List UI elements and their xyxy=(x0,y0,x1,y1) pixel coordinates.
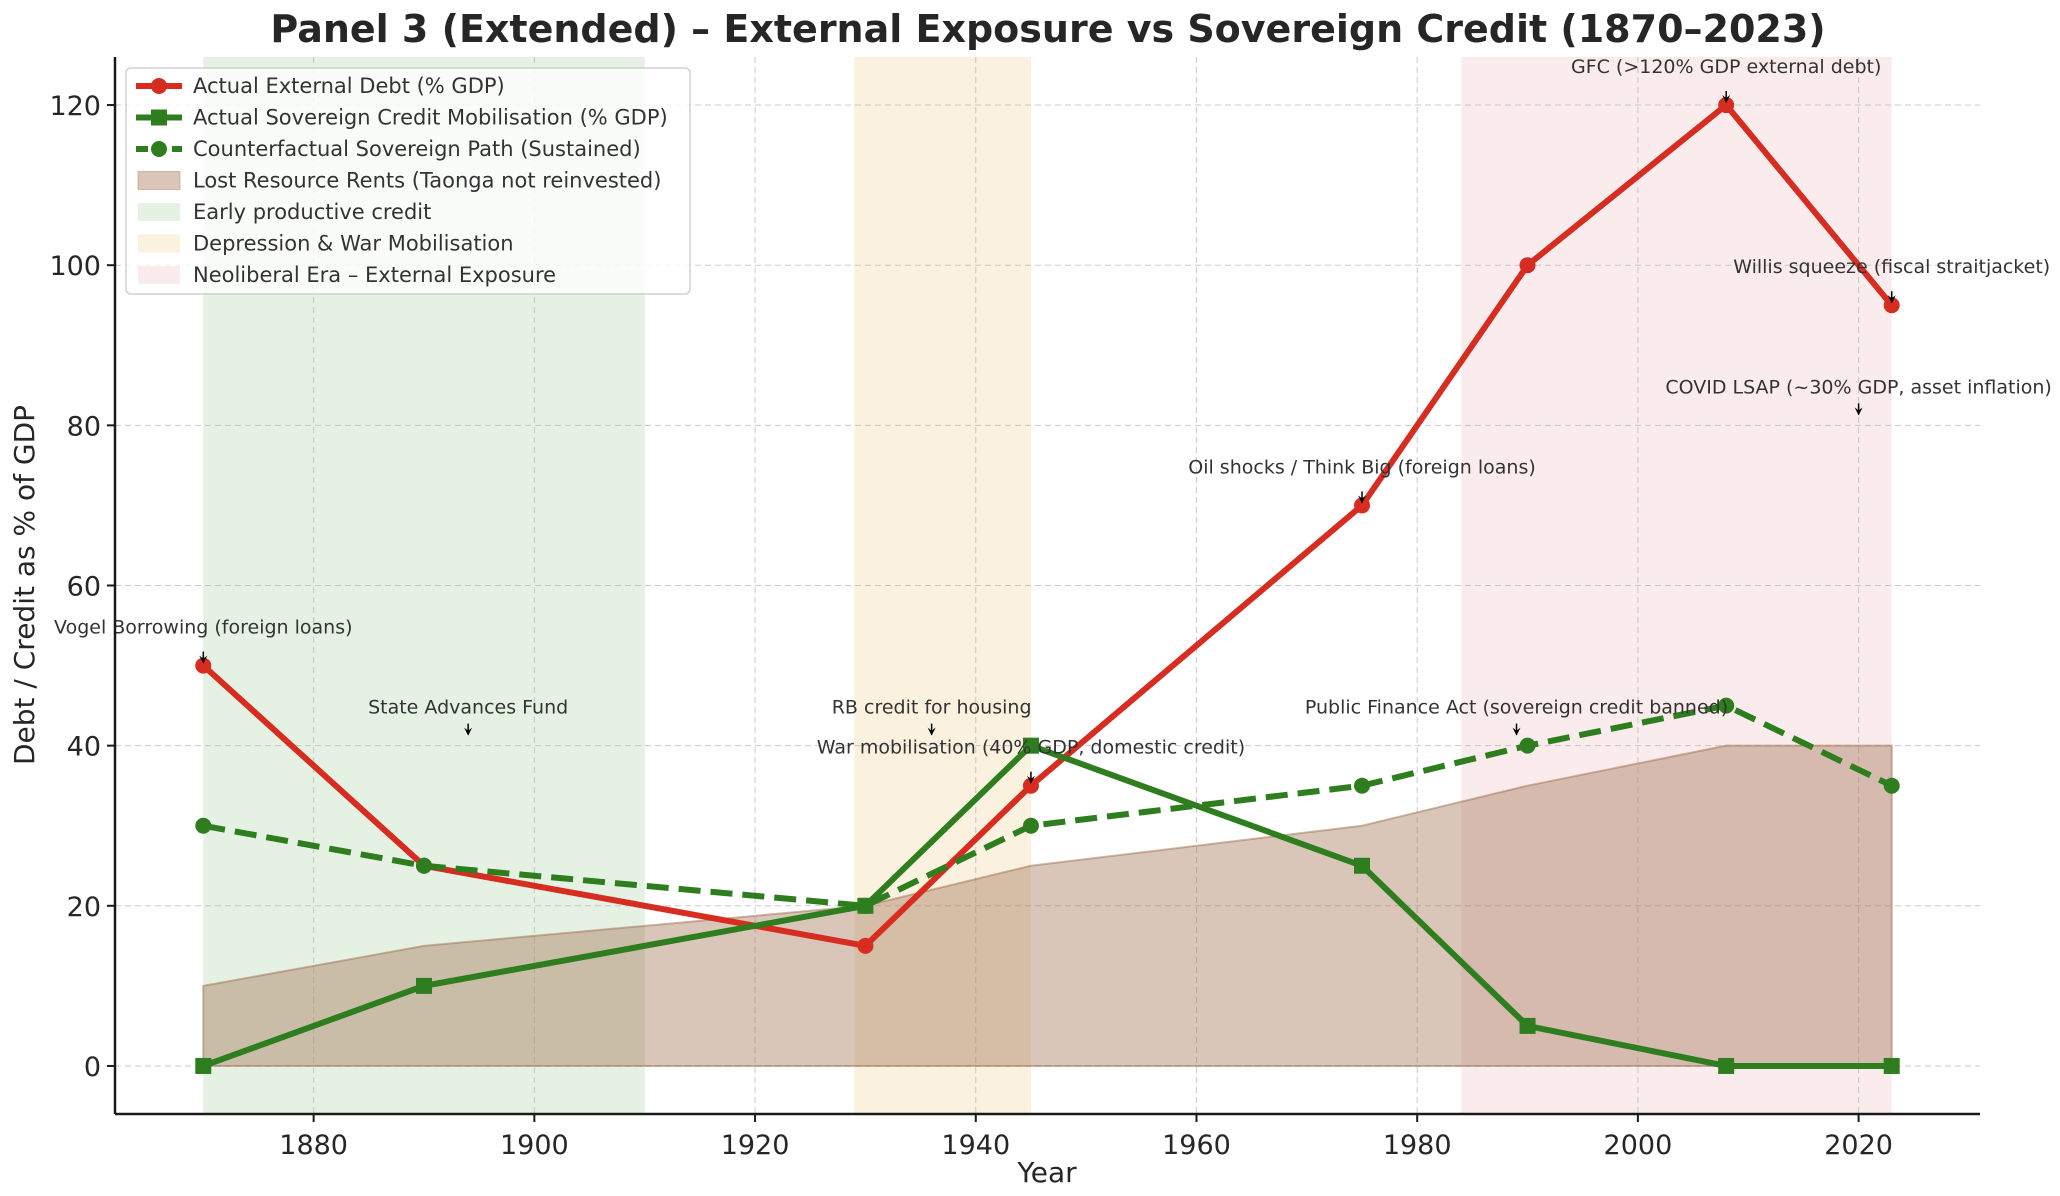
legend-label: Actual Sovereign Credit Mobilisation (% … xyxy=(193,106,668,130)
annotation-arrow-head-icon xyxy=(464,727,473,736)
x-tick-label: 1940 xyxy=(941,1130,1010,1161)
legend-swatch-patch xyxy=(138,234,180,253)
marker-sovereign-credit-1945 xyxy=(1022,737,1039,754)
marker-counterfactual-path-1975 xyxy=(1354,777,1371,794)
marker-external-debt-1990 xyxy=(1519,257,1536,274)
annotation-arrow-head-icon xyxy=(1358,495,1367,504)
y-tick-label: 80 xyxy=(67,411,101,442)
annotation-label: War mobilisation (40% GDP, domestic cred… xyxy=(817,737,1245,759)
line-sovereign-credit xyxy=(202,742,1892,1069)
legend: Actual External Debt (% GDP) Actual Sover… xyxy=(125,67,691,295)
axes xyxy=(107,57,1980,1122)
marker-sovereign-credit-1870 xyxy=(195,1057,212,1074)
marker-sovereign-credit-2008 xyxy=(1718,1057,1735,1074)
grid-lines xyxy=(115,57,1980,1114)
marker-counterfactual-path-1890 xyxy=(415,857,432,874)
x-tick-label: 1980 xyxy=(1383,1130,1452,1161)
marker-counterfactual-path-1870 xyxy=(195,817,212,834)
annotation-label: Public Finance Act (sovereign credit ban… xyxy=(1305,697,1728,719)
annotation-arrow-head-icon xyxy=(1887,295,1896,304)
span-1 xyxy=(854,57,1031,1114)
annotation-label: RB credit for housing xyxy=(832,697,1032,719)
chart-title: Panel 3 (Extended) – External Exposure v… xyxy=(270,7,1825,51)
area-lost-resource-rents xyxy=(202,744,1893,1067)
marker-counterfactual-path-1990 xyxy=(1519,737,1536,754)
annotation-label: State Advances Fund xyxy=(368,697,568,719)
x-tick-label: 1900 xyxy=(500,1130,569,1161)
marker-external-debt-2008 xyxy=(1718,97,1735,114)
legend-swatch-marker xyxy=(151,141,167,157)
y-axis-label: Debt / Credit as % of GDP xyxy=(8,405,41,765)
y-tick-label: 20 xyxy=(67,892,101,923)
x-tick-label: 2020 xyxy=(1824,1130,1893,1161)
marker-counterfactual-path-2023 xyxy=(1883,777,1900,794)
annotation-label: GFC (>120% GDP external debt) xyxy=(1571,56,1881,78)
marker-counterfactual-path-1945 xyxy=(1022,817,1039,834)
legend-swatch-patch xyxy=(138,266,180,284)
annotation-arrow-head-icon xyxy=(927,727,936,736)
marker-sovereign-credit-2023 xyxy=(1883,1057,1900,1074)
marker-counterfactual-path-2008 xyxy=(1718,697,1735,714)
marker-sovereign-credit-1990 xyxy=(1519,1017,1536,1034)
area-layer xyxy=(202,744,1893,1067)
legend-label: Actual External Debt (% GDP) xyxy=(193,74,505,98)
legend-swatch-marker xyxy=(151,109,167,126)
marker-external-debt-1870 xyxy=(195,657,212,674)
legend-label: Depression & War Mobilisation xyxy=(193,232,514,256)
tick-labels: 1880 1900 1920 1940 1960 1980 2000 2020 0 20 40 60 8… xyxy=(49,91,1893,1161)
legend-swatch-marker xyxy=(151,78,167,94)
legend-swatch-patch xyxy=(138,203,180,221)
annotation-arrow-head-icon xyxy=(1026,775,1035,784)
x-axis-label: Year xyxy=(1016,1156,1077,1189)
legend-label: Neoliberal Era – External Exposure xyxy=(193,263,556,287)
annotation-label: Willis squeeze (fiscal straitjacket) xyxy=(1733,256,2050,278)
series-lines xyxy=(201,102,1895,1069)
series-markers xyxy=(195,97,1900,1074)
annotations: Vogel Borrowing (foreign loans) State Adv… xyxy=(54,56,2052,784)
y-tick-label: 100 xyxy=(49,251,101,282)
annotation-label: COVID LSAP (~30% GDP, asset inflation) xyxy=(1665,376,2052,398)
marker-sovereign-credit-1890 xyxy=(415,977,432,994)
y-tick-label: 120 xyxy=(49,91,101,122)
x-tick-label: 2000 xyxy=(1604,1130,1673,1161)
annotation-arrow-head-icon xyxy=(1722,95,1731,104)
y-tick-label: 0 xyxy=(84,1052,101,1083)
legend-swatch-patch xyxy=(137,171,181,190)
marker-external-debt-2023 xyxy=(1883,297,1900,314)
annotation-arrow-head-icon xyxy=(199,655,208,664)
x-tick-label: 1880 xyxy=(279,1130,348,1161)
marker-sovereign-credit-1975 xyxy=(1354,857,1371,874)
x-tick-label: 1920 xyxy=(721,1130,790,1161)
marker-external-debt-1945 xyxy=(1022,777,1039,794)
marker-external-debt-1975 xyxy=(1354,497,1371,514)
legend-label: Lost Resource Rents (Taonga not reinvest… xyxy=(193,169,661,193)
y-tick-label: 40 xyxy=(67,732,101,763)
annotation-arrow-head-icon xyxy=(1512,727,1521,736)
x-tick-label: 1960 xyxy=(1162,1130,1231,1161)
legend-label: Early productive credit xyxy=(193,200,431,224)
legend-label: Counterfactual Sovereign Path (Sustained… xyxy=(193,137,641,161)
annotation-label: Vogel Borrowing (foreign loans) xyxy=(54,617,352,639)
y-tick-label: 60 xyxy=(67,572,101,603)
annotation-arrow-head-icon xyxy=(1854,407,1863,416)
marker-external-debt-1930 xyxy=(857,937,874,954)
annotation-label: Oil shocks / Think Big (foreign loans) xyxy=(1188,456,1536,478)
marker-counterfactual-path-1930 xyxy=(857,897,874,914)
legend-box xyxy=(125,67,691,295)
line-external-debt xyxy=(201,102,1895,949)
line-counterfactual-path xyxy=(202,702,1894,909)
